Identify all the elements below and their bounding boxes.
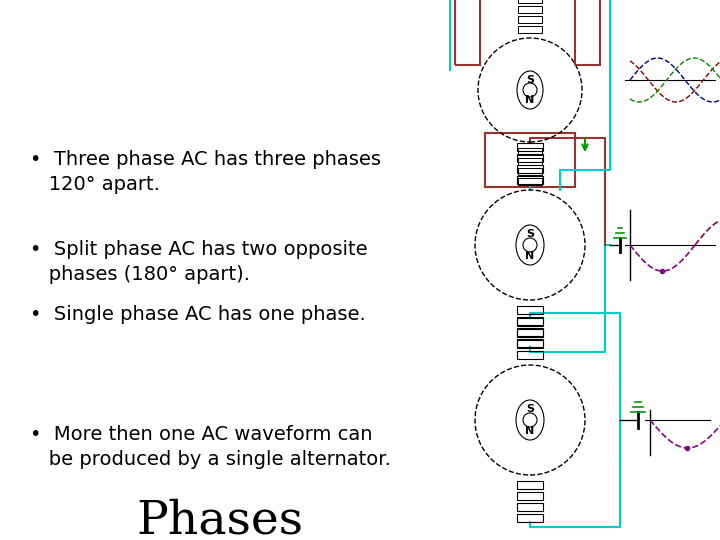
Bar	[517, 154, 543, 162]
Bar	[517, 318, 543, 326]
Bar	[518, 158, 542, 165]
Bar	[518, 0, 542, 3]
Bar	[517, 351, 543, 359]
Ellipse shape	[516, 400, 544, 440]
Bar	[518, 178, 542, 185]
Bar	[517, 328, 543, 336]
Bar	[575, 0, 600, 65]
Bar	[517, 143, 543, 151]
Text: Phases: Phases	[137, 498, 304, 540]
Bar	[517, 317, 543, 325]
Text: •  Split phase AC has two opposite
   phases (180° apart).: • Split phase AC has two opposite phases…	[30, 240, 368, 284]
Bar	[517, 339, 543, 347]
Bar	[517, 514, 543, 522]
Bar	[517, 176, 543, 184]
Text: S: S	[526, 229, 534, 239]
Ellipse shape	[516, 225, 544, 265]
Circle shape	[523, 83, 537, 97]
Bar	[517, 481, 543, 489]
Bar	[518, 5, 542, 12]
Bar	[517, 340, 543, 348]
Bar	[517, 165, 543, 173]
Text: N: N	[526, 426, 535, 436]
Text: •  More then one AC waveform can
   be produced by a single alternator.: • More then one AC waveform can be produ…	[30, 425, 391, 469]
Ellipse shape	[517, 71, 543, 109]
Bar	[518, 16, 542, 23]
Circle shape	[523, 238, 537, 252]
Text: N: N	[526, 251, 535, 261]
Bar	[517, 492, 543, 500]
Bar	[518, 167, 542, 174]
Bar	[517, 329, 543, 337]
Bar	[517, 306, 543, 314]
Bar	[485, 133, 575, 187]
Text: •  Single phase AC has one phase.: • Single phase AC has one phase.	[30, 305, 366, 324]
Text: S: S	[526, 75, 534, 85]
Bar	[518, 25, 542, 32]
Bar	[455, 0, 480, 65]
Text: •  Three phase AC has three phases
   120° apart.: • Three phase AC has three phases 120° a…	[30, 150, 381, 194]
Bar	[518, 147, 542, 154]
Circle shape	[523, 413, 537, 427]
Text: S: S	[526, 404, 534, 414]
Bar	[517, 503, 543, 511]
Text: N: N	[526, 95, 535, 105]
